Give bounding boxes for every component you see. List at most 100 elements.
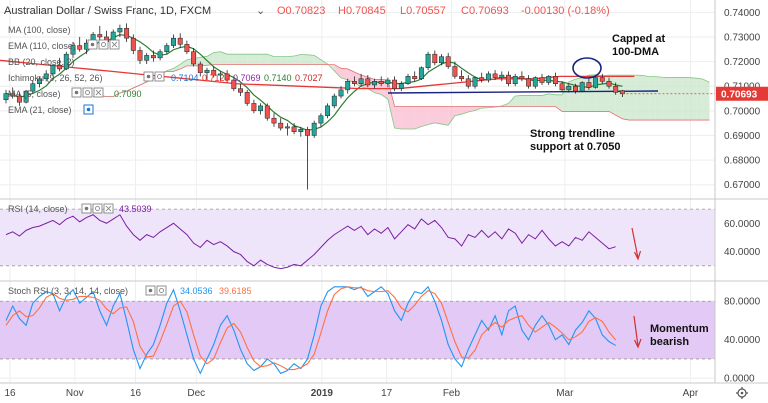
candle-body: [231, 79, 237, 89]
legend-close-icon[interactable]: [93, 87, 104, 98]
header-change: -0.00130 (-0.18%): [521, 5, 610, 17]
rsi-settings-icon[interactable]: [92, 203, 103, 214]
cloud-segment: [662, 77, 670, 121]
cloud-segment: [341, 68, 348, 80]
legend-ichimoku[interactable]: Ichimoku (9, 26, 52, 26): [8, 73, 103, 83]
candle-body: [50, 65, 56, 75]
candle-body: [586, 82, 592, 88]
cloud-segment: [642, 75, 650, 121]
candle-body: [211, 69, 217, 76]
stoch-settings-icon[interactable]: [156, 285, 167, 296]
candle-body: [351, 81, 357, 84]
legend-settings-icon[interactable]: [82, 87, 93, 98]
x-tick-label: Nov: [66, 388, 84, 399]
candle-body: [10, 93, 16, 97]
last-price-label: 0.70693: [721, 90, 758, 101]
candle-body: [264, 105, 270, 119]
legend-settings-icon[interactable]: [98, 39, 109, 50]
candle-body: [217, 73, 223, 76]
legend-settings-icon[interactable]: [154, 71, 165, 82]
price-tick-label: 0.67000: [724, 180, 761, 191]
candle-body: [244, 92, 250, 104]
annotation-capped-line1: Capped at: [612, 33, 666, 45]
stoch-k-value: 34.0536: [180, 286, 213, 296]
candle-body: [378, 81, 384, 84]
candle-body: [559, 83, 565, 91]
legend-ema21[interactable]: EMA (21, close): [8, 105, 72, 115]
symbol-title[interactable]: Australian Dollar / Swiss Franc, 1D, FXC…: [4, 5, 211, 17]
rsi-label[interactable]: RSI (14, close): [8, 204, 68, 214]
stoch-d-value: 39.6185: [219, 286, 252, 296]
legend-ma5[interactable]: MA (5, close): [8, 89, 61, 99]
cloud-segment: [227, 54, 234, 65]
ichimoku-value-3: 0.7069: [233, 73, 261, 83]
rsi-eye-icon[interactable]: [81, 203, 92, 214]
candle-body: [191, 51, 197, 65]
rsi-close-icon[interactable]: [103, 203, 114, 214]
candle-body: [291, 126, 297, 132]
stoch-eye-icon[interactable]: [145, 285, 156, 296]
ichimoku-value-5: 0.7027: [295, 73, 323, 83]
rsi-line: [5, 214, 616, 270]
candle-body: [284, 126, 290, 129]
cloud-segment: [300, 54, 308, 65]
x-tick-label: Apr: [683, 388, 699, 399]
candle-body: [3, 93, 9, 100]
candle-body: [418, 67, 424, 80]
header-close: C0.70693: [461, 5, 509, 17]
candle-body: [251, 103, 257, 112]
cloud-segment: [287, 56, 295, 65]
cloud-segment: [414, 106, 422, 129]
legend-ma100[interactable]: MA (100, close): [8, 25, 71, 35]
x-tick-label: 16: [4, 388, 16, 399]
candle-body: [57, 65, 63, 70]
candle-body: [204, 69, 210, 73]
candle-body: [392, 79, 398, 89]
stoch-d-line: [5, 286, 617, 371]
legend-eye-icon[interactable]: [143, 71, 154, 82]
cloud-segment: [669, 77, 676, 121]
candle-body: [197, 63, 203, 73]
candle-body: [385, 79, 391, 84]
stoch-label[interactable]: Stoch RSI (3, 3, 14, 14, close): [8, 286, 128, 296]
candle-body: [432, 53, 438, 64]
stoch-lines: [5, 285, 617, 375]
cloud-segment: [334, 64, 341, 78]
rsi-band: [0, 208, 715, 267]
cloud-segment: [676, 77, 683, 121]
candle-body: [37, 78, 42, 84]
x-tick-label: Mar: [556, 388, 574, 399]
candle-body: [499, 74, 505, 78]
cloud-segment: [267, 54, 274, 65]
candle-body: [492, 73, 498, 78]
legend-bb[interactable]: BB (20, close, 2): [8, 57, 75, 67]
cloud-segment: [515, 95, 522, 107]
candle-body: [258, 105, 264, 112]
cloud-segment: [528, 95, 536, 107]
candle-body: [224, 73, 230, 81]
cloud-segment: [548, 93, 556, 107]
stoch-k-line: [5, 285, 616, 375]
legend-eye-icon[interactable]: [83, 104, 94, 115]
gear-icon[interactable]: [736, 387, 748, 399]
senkou-span-b: [93, 64, 710, 121]
cloud-segment: [635, 75, 643, 121]
header-chevron-icon[interactable]: ⌄: [256, 5, 265, 17]
rsi-down-arrow: [631, 227, 642, 261]
cloud-segment: [582, 75, 589, 112]
stoch-band: [0, 301, 715, 359]
cloud-segment: [260, 54, 268, 65]
candle-body: [318, 115, 324, 124]
candle-body: [30, 83, 36, 92]
candle-body: [150, 55, 156, 59]
support-trendline: [387, 90, 659, 94]
legend-ema110[interactable]: EMA (110, close): [8, 41, 76, 51]
candle-body: [278, 122, 284, 129]
legend-close-icon[interactable]: [109, 39, 120, 50]
candle-body: [485, 73, 491, 81]
legend-eye-icon[interactable]: [71, 87, 82, 98]
legend-eye-icon[interactable]: [87, 39, 98, 50]
annotation-momentum-line2: bearish: [650, 336, 689, 348]
cloud-segment: [441, 106, 449, 126]
candle-body: [506, 74, 511, 84]
